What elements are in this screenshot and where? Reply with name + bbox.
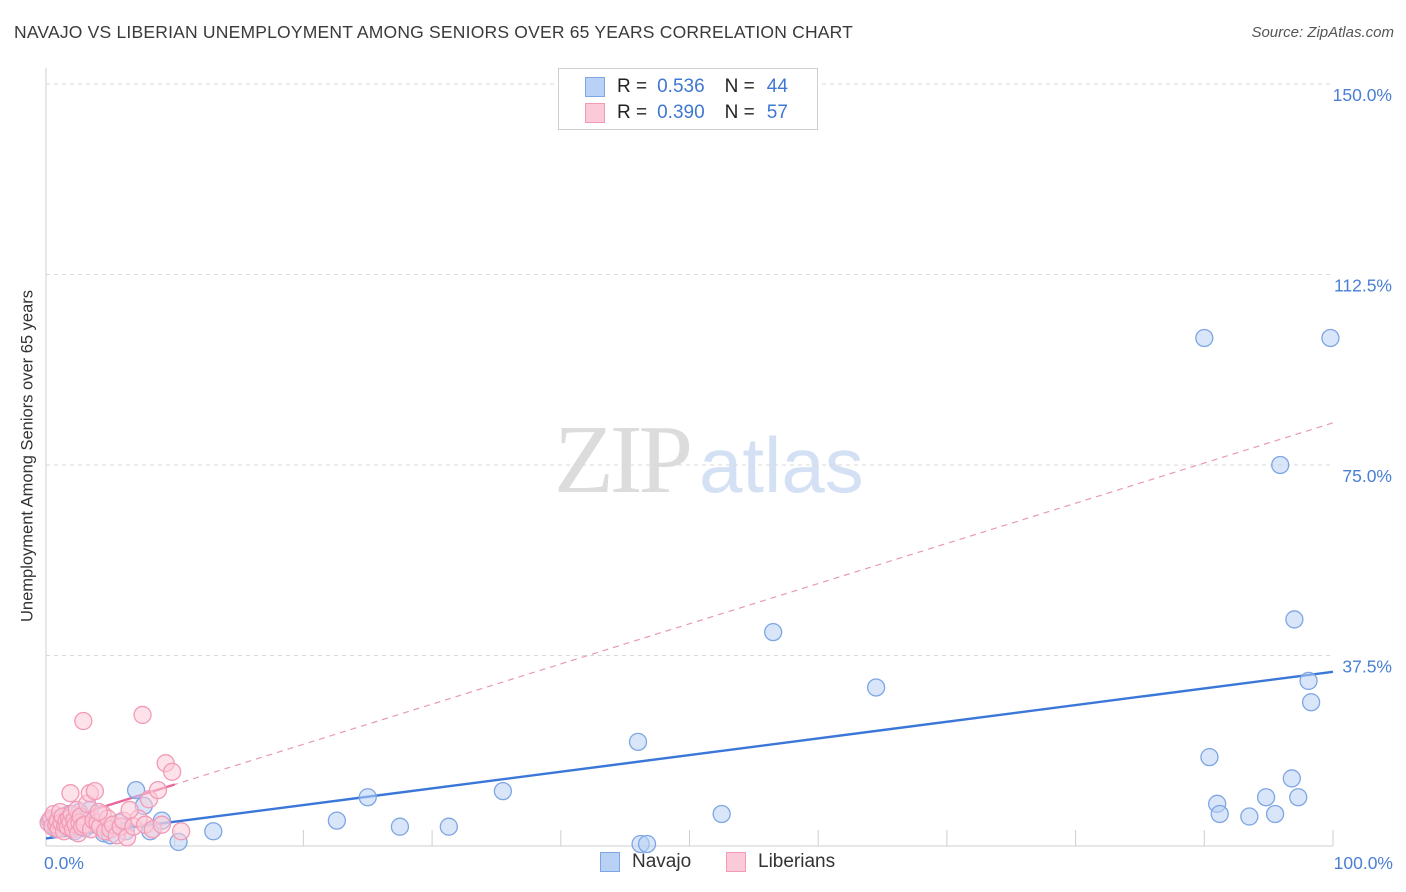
tick-labels: 37.5% 75.0% 112.5% 150.0% 0.0% 100.0% bbox=[44, 85, 1393, 873]
navajo-legend-label: Navajo bbox=[632, 851, 692, 872]
navajo-swatch bbox=[585, 77, 605, 97]
liberian-point bbox=[162, 762, 182, 781]
liberian-point bbox=[133, 705, 152, 725]
navajo-point bbox=[1195, 328, 1214, 348]
y-tick-label: 75.0% bbox=[1342, 466, 1392, 486]
navajo-point bbox=[1265, 804, 1285, 824]
watermark-zip: ZIP bbox=[554, 406, 693, 514]
navajo-point bbox=[126, 780, 146, 800]
navajo-point bbox=[1301, 693, 1321, 712]
navajo-point bbox=[493, 781, 513, 801]
navajo-point bbox=[1321, 328, 1340, 348]
navajo-trend-line bbox=[45, 670, 1334, 840]
liberians-legend-label: Liberians bbox=[758, 851, 836, 872]
source-credit: Source: ZipAtlas.com bbox=[1251, 24, 1394, 41]
watermark: ZIP atlas bbox=[554, 404, 864, 516]
grid-lines bbox=[46, 83, 1333, 656]
navajo-point bbox=[1289, 788, 1308, 807]
legend-item-navajo[interactable]: Navajo bbox=[600, 851, 691, 873]
chart-title: NAVAJO VS LIBERIAN UNEMPLOYMENT AMONG SE… bbox=[14, 22, 854, 42]
liberian-point bbox=[85, 781, 105, 801]
liberians-legend-swatch bbox=[726, 852, 746, 872]
liberian-point bbox=[171, 822, 191, 841]
y-tick-label: 37.5% bbox=[1342, 657, 1392, 677]
y-tick-label: 150.0% bbox=[1333, 85, 1392, 105]
n-label: N = bbox=[724, 102, 755, 123]
navajo-point bbox=[327, 811, 347, 830]
liberians-swatch bbox=[585, 103, 605, 123]
navajo-n-value: 44 bbox=[766, 76, 788, 97]
axes bbox=[45, 68, 1334, 847]
liberian-point bbox=[89, 802, 108, 822]
navajo-point bbox=[628, 732, 648, 752]
navajo-point bbox=[1200, 747, 1219, 767]
n-label: N = bbox=[724, 76, 755, 97]
liberians-n-value: 57 bbox=[766, 102, 788, 123]
legend-row-liberians: R = 0.390 N = 57 bbox=[585, 101, 788, 125]
legend-row-navajo: R = 0.536 N = 44 bbox=[585, 75, 788, 99]
r-label: R = bbox=[617, 76, 648, 97]
liberian-point bbox=[74, 711, 93, 731]
x-tick-label: 0.0% bbox=[44, 853, 84, 873]
navajo-point bbox=[712, 804, 731, 824]
liberians-r-value: 0.390 bbox=[657, 102, 705, 123]
legend-item-liberians[interactable]: Liberians bbox=[726, 851, 835, 873]
navajo-point bbox=[439, 817, 458, 836]
navajo-point bbox=[204, 822, 223, 841]
navajo-legend-swatch bbox=[600, 852, 620, 872]
trend-lines bbox=[45, 422, 1334, 840]
liberian-point bbox=[120, 800, 139, 820]
liberian-point bbox=[152, 815, 171, 834]
r-label: R = bbox=[617, 102, 648, 123]
y-tick-label: 112.5% bbox=[1334, 276, 1392, 296]
navajo-point bbox=[1256, 788, 1276, 807]
navajo-point bbox=[358, 788, 377, 807]
navajo-point bbox=[1282, 769, 1301, 788]
navajo-r-value: 0.536 bbox=[657, 76, 705, 97]
correlation-legend: R = 0.536 N = 44 R = 0.390 N = 57 bbox=[558, 68, 818, 130]
navajo-point bbox=[1299, 671, 1318, 691]
navajo-point bbox=[1285, 610, 1304, 629]
navajo-point bbox=[637, 834, 657, 854]
x-tick-label: 100.0% bbox=[1334, 853, 1393, 873]
navajo-point bbox=[1271, 455, 1290, 475]
series-legend: Navajo Liberians bbox=[0, 851, 1406, 877]
liberian-trend-extension bbox=[45, 422, 1334, 826]
navajo-point bbox=[866, 678, 886, 697]
navajo-point bbox=[390, 817, 410, 836]
navajo-point bbox=[764, 622, 783, 642]
navajo-point bbox=[1210, 804, 1229, 824]
navajo-point bbox=[1240, 807, 1259, 826]
data-points bbox=[39, 328, 1340, 854]
liberian-point bbox=[148, 780, 168, 800]
liberian-point bbox=[61, 784, 80, 803]
